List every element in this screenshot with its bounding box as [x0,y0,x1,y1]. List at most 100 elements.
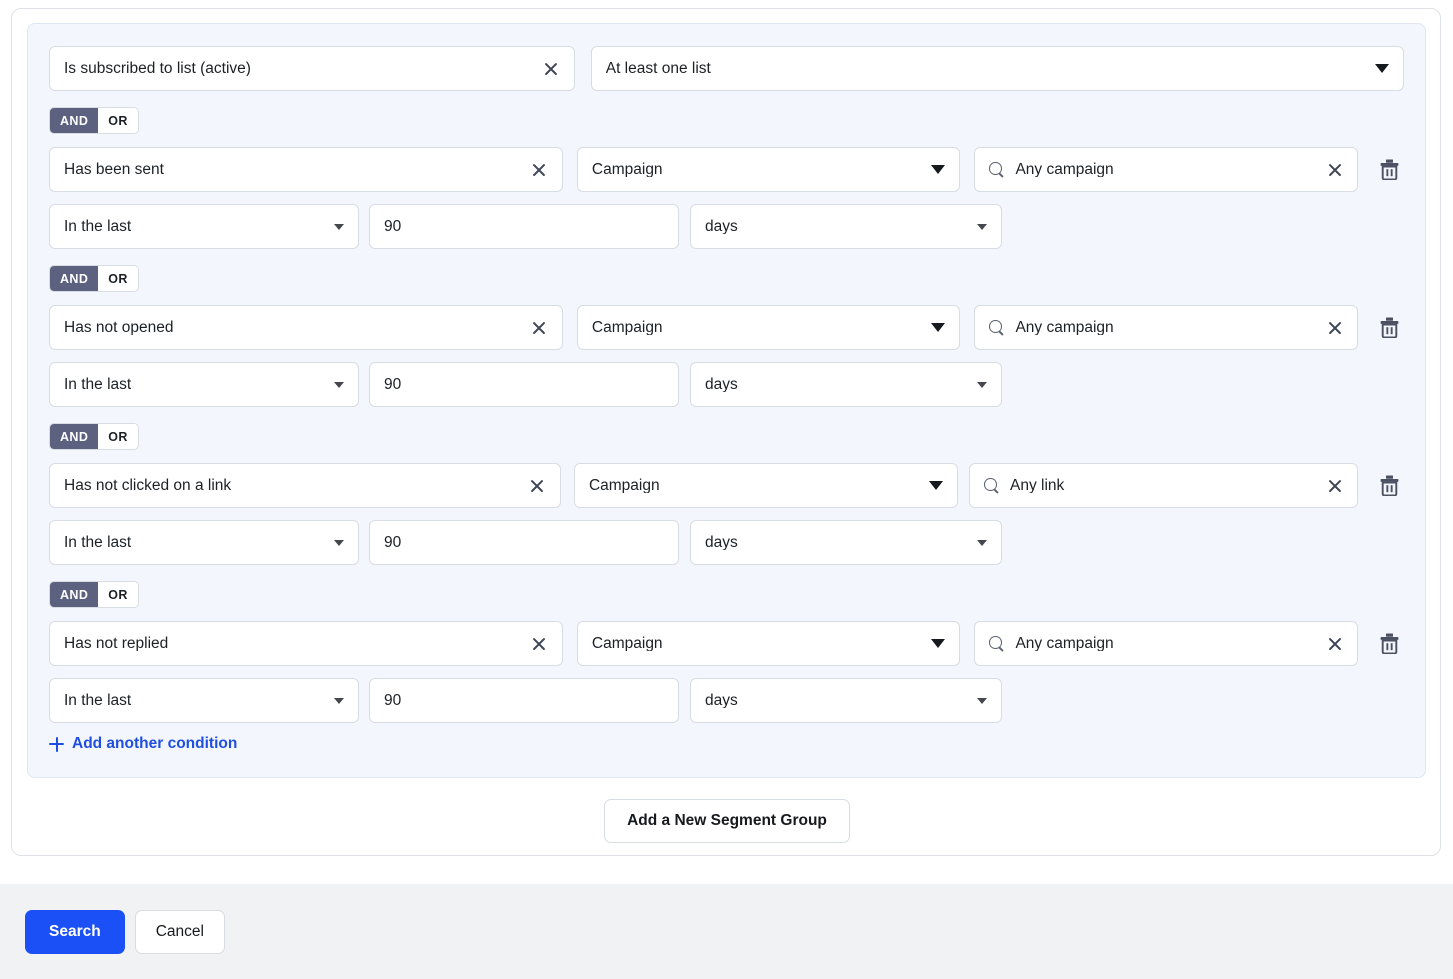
timeframe-unit-1: days [705,218,738,235]
condition-label-4: Has not replied [64,635,169,652]
target-value-search-3[interactable]: Any link [969,463,1358,508]
trash-icon [1380,159,1398,180]
timeframe-amount-input-4[interactable]: 90 [369,678,679,723]
target-value-1: Any campaign [1015,161,1114,178]
delete-condition-button-1[interactable] [1374,147,1404,192]
chevron-down-icon[interactable] [334,697,344,704]
list-scope-select-0[interactable]: At least one list [590,46,1404,91]
chevron-down-icon[interactable] [977,223,987,230]
cancel-button[interactable]: Cancel [134,909,225,954]
search-icon [989,162,1004,177]
target-type-select-3[interactable]: Campaign [573,463,959,508]
delete-condition-button-4[interactable] [1374,621,1404,666]
logic-and-button-3[interactable]: AND [50,424,99,449]
add-segment-group-wrapper: Add a New Segment Group [12,799,1442,843]
target-value-4: Any campaign [1015,635,1114,652]
target-type-value-1: Campaign [591,161,663,178]
timeframe-select-2[interactable]: In the last [49,362,359,407]
target-value-search-4[interactable]: Any campaign [974,621,1358,666]
timeframe-amount-4: 90 [384,692,402,709]
logic-toggle-4[interactable]: AND OR [49,581,139,608]
logic-and-button-2[interactable]: AND [50,266,99,291]
add-another-condition-button[interactable]: Add another condition [49,735,237,753]
chevron-down-icon[interactable] [334,223,344,230]
target-type-value-3: Campaign [588,477,660,494]
timeframe-unit-select-4[interactable]: days [690,678,1002,723]
condition-select-4[interactable]: Has not replied [49,621,563,666]
chevron-down-icon[interactable] [931,639,946,648]
condition-row-2: Has not opened Campaign Any campaign [49,305,1404,350]
condition-select-3[interactable]: Has not clicked on a link [49,463,561,508]
logic-or-button-4[interactable]: OR [98,582,138,607]
logic-or-button-3[interactable]: OR [98,424,138,449]
logic-toggle-1[interactable]: AND OR [49,107,139,134]
logic-and-button-4[interactable]: AND [50,582,99,607]
close-icon[interactable] [531,635,548,652]
timeframe-unit-select-3[interactable]: days [690,520,1002,565]
timeframe-select-3[interactable]: In the last [49,520,359,565]
chevron-down-icon[interactable] [929,481,944,490]
condition-select-2[interactable]: Has not opened [49,305,563,350]
add-new-segment-group-button[interactable]: Add a New Segment Group [604,799,850,843]
timeframe-value-3: In the last [64,534,132,551]
condition-select-1[interactable]: Has been sent [49,147,563,192]
close-icon[interactable] [1326,161,1343,178]
chevron-down-icon[interactable] [977,381,987,388]
logic-or-button-1[interactable]: OR [98,108,138,133]
timeframe-value-2: In the last [64,376,132,393]
chevron-down-icon[interactable] [931,165,946,174]
target-type-select-2[interactable]: Campaign [576,305,961,350]
timeframe-amount-1: 90 [384,218,402,235]
logic-and-button-1[interactable]: AND [50,108,99,133]
condition-select-0[interactable]: Is subscribed to list (active) [49,46,575,91]
target-type-select-1[interactable]: Campaign [576,147,961,192]
timeframe-unit-4: days [705,692,738,709]
target-value-search-1[interactable]: Any campaign [974,147,1358,192]
trash-icon [1380,475,1398,496]
timeframe-value-4: In the last [64,692,132,709]
chevron-down-icon[interactable] [977,539,987,546]
close-icon[interactable] [1326,635,1343,652]
timeframe-amount-input-2[interactable]: 90 [369,362,679,407]
delete-condition-button-3[interactable] [1374,463,1404,508]
chevron-down-icon[interactable] [334,381,344,388]
search-icon [989,636,1004,651]
timeframe-select-1[interactable]: In the last [49,204,359,249]
condition-label-2: Has not opened [64,319,174,336]
close-icon[interactable] [531,319,548,336]
timeframe-amount-input-1[interactable]: 90 [369,204,679,249]
timeframe-amount-input-3[interactable]: 90 [369,520,679,565]
add-another-condition-label: Add another condition [72,735,238,752]
close-icon[interactable] [1326,319,1343,336]
timeframe-select-4[interactable]: In the last [49,678,359,723]
close-icon[interactable] [531,161,548,178]
delete-condition-button-2[interactable] [1374,305,1404,350]
logic-toggle-3[interactable]: AND OR [49,423,139,450]
chevron-down-icon[interactable] [1375,64,1389,73]
search-button[interactable]: Search [25,909,125,954]
logic-or-button-2[interactable]: OR [98,266,138,291]
search-icon [989,320,1004,335]
timeframe-unit-select-2[interactable]: days [690,362,1002,407]
close-icon[interactable] [529,477,546,494]
timeframe-value-1: In the last [64,218,132,235]
timeframe-amount-2: 90 [384,376,402,393]
close-icon[interactable] [1326,477,1343,494]
target-type-select-4[interactable]: Campaign [576,621,961,666]
chevron-down-icon[interactable] [931,323,946,332]
timeframe-row-4: In the last 90 days [49,678,1404,723]
timeframe-unit-2: days [705,376,738,393]
timeframe-unit-select-1[interactable]: days [690,204,1002,249]
condition-row-3: Has not clicked on a link Campaign Any l… [49,463,1404,508]
timeframe-unit-3: days [705,534,738,551]
timeframe-row-1: In the last 90 days [49,204,1404,249]
close-icon[interactable] [543,60,560,77]
condition-label-0: Is subscribed to list (active) [64,60,251,77]
target-value-3: Any link [1010,477,1065,494]
chevron-down-icon[interactable] [977,697,987,704]
chevron-down-icon[interactable] [334,539,344,546]
trash-icon [1380,633,1398,654]
logic-toggle-2[interactable]: AND OR [49,265,139,292]
target-value-search-2[interactable]: Any campaign [974,305,1358,350]
